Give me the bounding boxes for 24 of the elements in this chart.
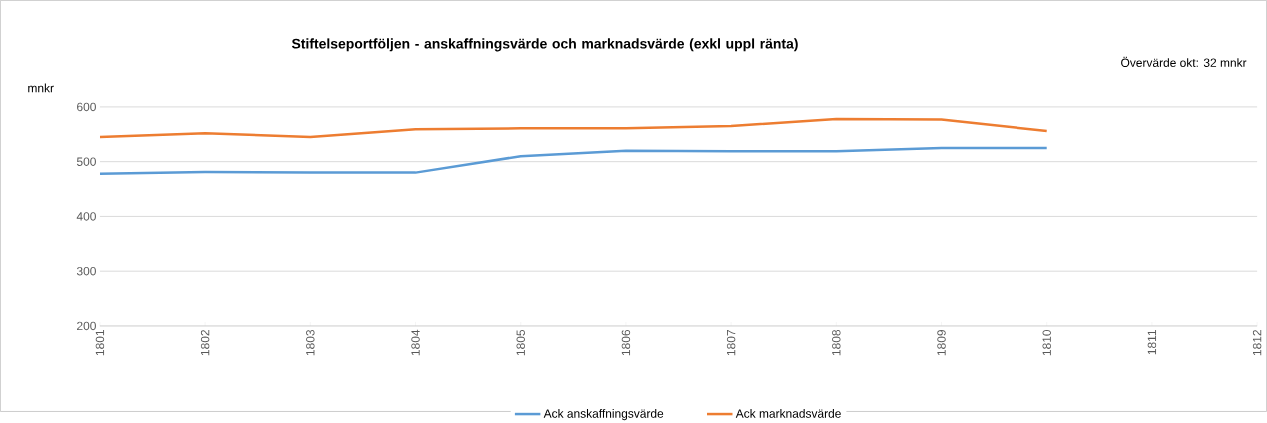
legend-label: Ack marknadsvärde — [735, 408, 841, 418]
x-tick-label: 1808 — [832, 329, 841, 356]
x-tick-label: 1801 — [95, 329, 105, 356]
chart-title: Stiftelseportföljen - anskaffningsvärde och marknadsvärde (exkl uppl ränta) — [291, 38, 798, 52]
y-tick-label: 300 — [76, 266, 96, 276]
y-axis-title: mnkr — [28, 83, 54, 93]
text: Övervärde okt: 32 mnkr — [1121, 56, 1247, 67]
x-tick-label: 1805 — [516, 329, 525, 356]
x-tick-label: 1806 — [621, 329, 631, 356]
y-tick-label: 400 — [76, 212, 96, 221]
line-series — [99, 117, 1048, 139]
x-tick-label: 1809 — [937, 329, 946, 356]
x-tick-label: 1811 — [1147, 329, 1157, 355]
x-tick-label: 1810 — [1042, 329, 1051, 356]
y-tick-label: 600 — [77, 102, 96, 112]
x-tick-label: 1804 — [411, 329, 420, 356]
y-tick-label: 200 — [77, 321, 96, 331]
x-tick-label: 1802 — [200, 330, 210, 356]
x-tick-label: 1812 — [1252, 330, 1262, 356]
legend-label: Ack anskaffningsvärde — [543, 408, 664, 421]
line-series — [99, 146, 1048, 175]
y-tick-label: 500 — [76, 157, 96, 166]
x-tick-label: 1807 — [726, 330, 736, 356]
x-tick-label: 1803 — [306, 329, 315, 356]
